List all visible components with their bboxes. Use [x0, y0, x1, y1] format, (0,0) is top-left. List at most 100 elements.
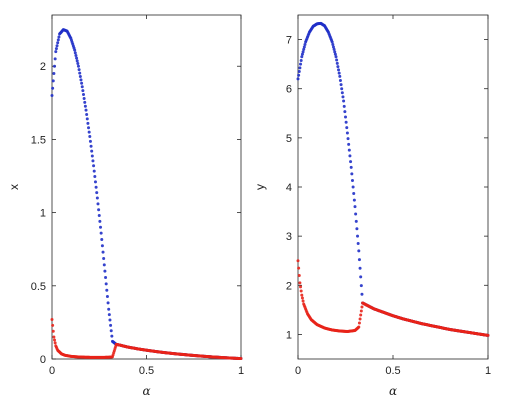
- right-data-point: [357, 258, 361, 262]
- right-data-point: [296, 259, 300, 263]
- right-axes-box: [297, 14, 489, 360]
- right-data-point: [356, 234, 360, 238]
- left-y-tick-label: 0: [40, 354, 46, 366]
- left-data-point: [92, 164, 96, 168]
- right-data-point: [342, 104, 346, 108]
- left-data-point: [76, 62, 80, 66]
- right-data-point: [300, 293, 304, 297]
- left-data-point: [109, 323, 113, 327]
- right-data-point: [300, 55, 304, 59]
- right-data-point: [350, 172, 354, 176]
- right-data-point: [342, 99, 346, 103]
- left-y-axis-label: x: [7, 184, 21, 190]
- right-y-tick-label: 5: [286, 133, 292, 145]
- left-data-point: [103, 269, 107, 273]
- right-data-point: [334, 55, 338, 59]
- left-data-point: [105, 288, 109, 292]
- left-data-point: [85, 113, 89, 117]
- left-y-tick-label: 1.5: [31, 134, 46, 146]
- left-data-point: [82, 96, 86, 100]
- right-data-point: [486, 333, 490, 337]
- right-data-point: [359, 313, 363, 317]
- right-y-tick-label: 1: [286, 329, 292, 341]
- left-data-point: [83, 104, 87, 108]
- right-data-point: [350, 178, 354, 182]
- right-data-point: [340, 87, 344, 91]
- left-data-point: [57, 35, 61, 39]
- left-data-point: [90, 149, 94, 153]
- left-data-point: [75, 56, 79, 60]
- left-data-point: [99, 231, 103, 235]
- left-data-point: [88, 135, 92, 138]
- right-data-point: [297, 73, 301, 77]
- left-data-point: [50, 317, 54, 321]
- right-y-tick-label: 3: [286, 231, 292, 243]
- right-data-point: [303, 42, 307, 46]
- left-data-point: [82, 93, 85, 97]
- right-data-point: [338, 74, 342, 78]
- right-data-point: [339, 83, 343, 87]
- left-data-point: [75, 59, 79, 63]
- left-data-point: [239, 357, 243, 361]
- right-data-point: [359, 275, 363, 279]
- right-data-point: [297, 273, 301, 277]
- left-data-point: [52, 335, 56, 339]
- left-data-point: [54, 47, 58, 51]
- right-data-point: [352, 192, 356, 196]
- left-data-point: [104, 276, 108, 280]
- right-data-point: [360, 292, 364, 296]
- right-y-tick-label: 7: [286, 35, 292, 47]
- left-data-point: [77, 68, 81, 72]
- right-data-point: [355, 227, 359, 231]
- left-data-point: [85, 117, 89, 121]
- right-data-point: [357, 321, 361, 325]
- left-data-point: [93, 180, 97, 184]
- left-data-point: [95, 191, 99, 195]
- right-data-point: [345, 131, 349, 135]
- left-data-point: [87, 126, 91, 130]
- right-data-point: [341, 95, 345, 99]
- left-data-point: [110, 334, 114, 338]
- right-data-point: [335, 61, 339, 65]
- left-data-point: [92, 169, 96, 173]
- right-data-point: [354, 212, 358, 216]
- left-data-point: [106, 301, 110, 305]
- left-data-point: [73, 48, 77, 52]
- left-data-point: [108, 318, 112, 322]
- left-data-point: [87, 130, 91, 134]
- left-x-axis-label: α: [142, 384, 150, 398]
- left-data-point: [53, 57, 57, 61]
- right-data-point: [332, 47, 336, 51]
- left-x-tick-label: 1: [238, 365, 244, 377]
- right-data-point: [359, 284, 363, 288]
- left-data-point: [104, 282, 108, 286]
- left-data-point: [84, 108, 88, 112]
- left-data-point: [107, 307, 111, 311]
- right-data-point: [359, 309, 363, 313]
- left-x-tick-label: 0: [49, 365, 55, 377]
- right-data-point: [360, 305, 364, 309]
- right-x-tick-label: 1: [485, 365, 491, 377]
- left-data-point: [96, 202, 100, 206]
- right-data-point: [300, 52, 304, 56]
- left-data-point: [51, 329, 55, 333]
- right-data-point: [352, 198, 356, 202]
- right-data-point: [356, 242, 360, 246]
- left-data-point: [105, 295, 109, 299]
- left-data-point: [98, 219, 102, 223]
- right-y-tick-label: 6: [286, 84, 292, 96]
- left-x-tick-label: 0.5: [139, 365, 154, 377]
- left-data-point: [90, 154, 94, 158]
- left-series-blue: [50, 28, 243, 361]
- left-data-point: [86, 121, 90, 125]
- right-data-point: [344, 115, 347, 119]
- right-x-tick-label: 0.5: [385, 365, 400, 377]
- right-data-point: [347, 148, 351, 152]
- left-data-point: [81, 89, 85, 93]
- left-data-point: [79, 78, 83, 82]
- right-data-point: [301, 50, 305, 54]
- left-data-point: [88, 139, 92, 143]
- right-data-point: [351, 185, 355, 189]
- right-data-point: [336, 65, 340, 69]
- right-data-point: [354, 219, 358, 223]
